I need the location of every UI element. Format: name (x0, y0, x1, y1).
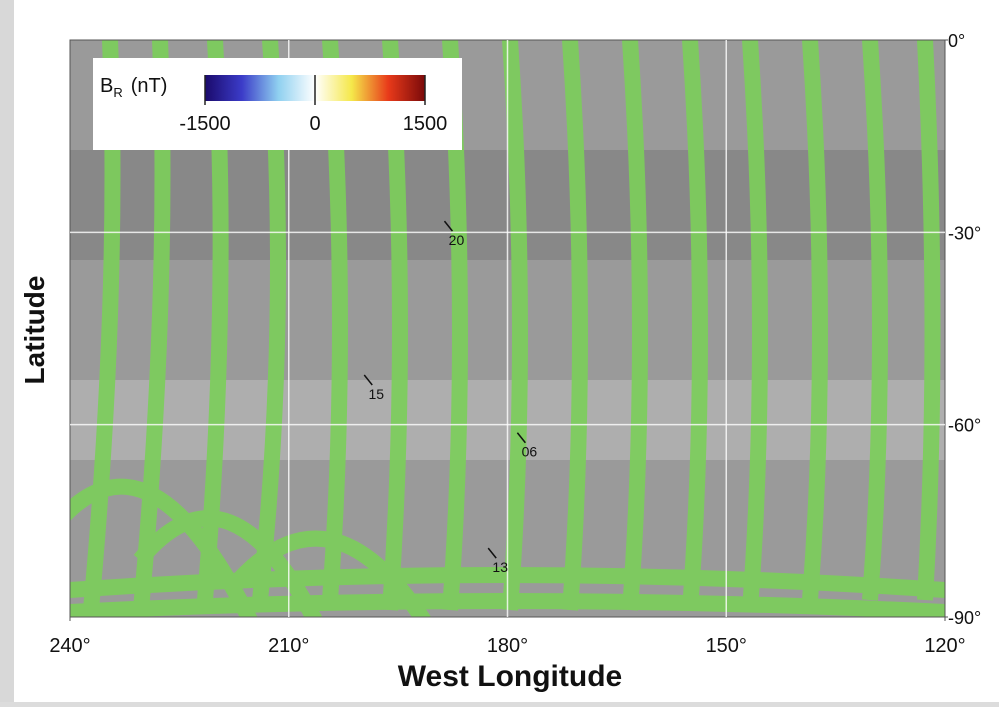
y-axis-label: Latitude (19, 276, 50, 385)
y-tick-label: -90° (948, 608, 981, 628)
track-label: 06 (522, 444, 538, 460)
colorbar-tick-label: 1500 (403, 113, 448, 135)
track-label: 20 (449, 232, 465, 248)
legend-box: BR (nT) (93, 58, 462, 150)
y-tick-label: -30° (948, 223, 981, 243)
x-axis-label: West Longitude (398, 660, 622, 693)
y-tick-label: -60° (948, 416, 981, 436)
figure: BR (nT) Latitude West Longitude 240° 210° 1… (0, 0, 999, 702)
x-tick-label: 150° (706, 635, 747, 657)
legend-background (93, 58, 462, 150)
colorbar-tick-label: -1500 (179, 113, 230, 135)
track-label: 13 (492, 559, 508, 575)
colorbar-subscript: R (113, 85, 122, 100)
left-border (0, 0, 14, 702)
x-tick-label: 120° (924, 635, 965, 657)
y-tick-label: 0° (948, 31, 965, 51)
colorbar-label: BR (nT) (100, 75, 167, 100)
page: BR (nT) Latitude West Longitude 240° 210° 1… (0, 0, 999, 702)
x-tick-label: 240° (49, 635, 90, 657)
x-tick-label: 210° (268, 635, 309, 657)
colorbar-tick-label: 0 (309, 113, 320, 135)
track-label: 15 (368, 386, 384, 402)
colorbar-symbol: B (100, 75, 113, 97)
x-tick-label: 180° (487, 635, 528, 657)
colorbar-unit: (nT) (131, 75, 168, 97)
